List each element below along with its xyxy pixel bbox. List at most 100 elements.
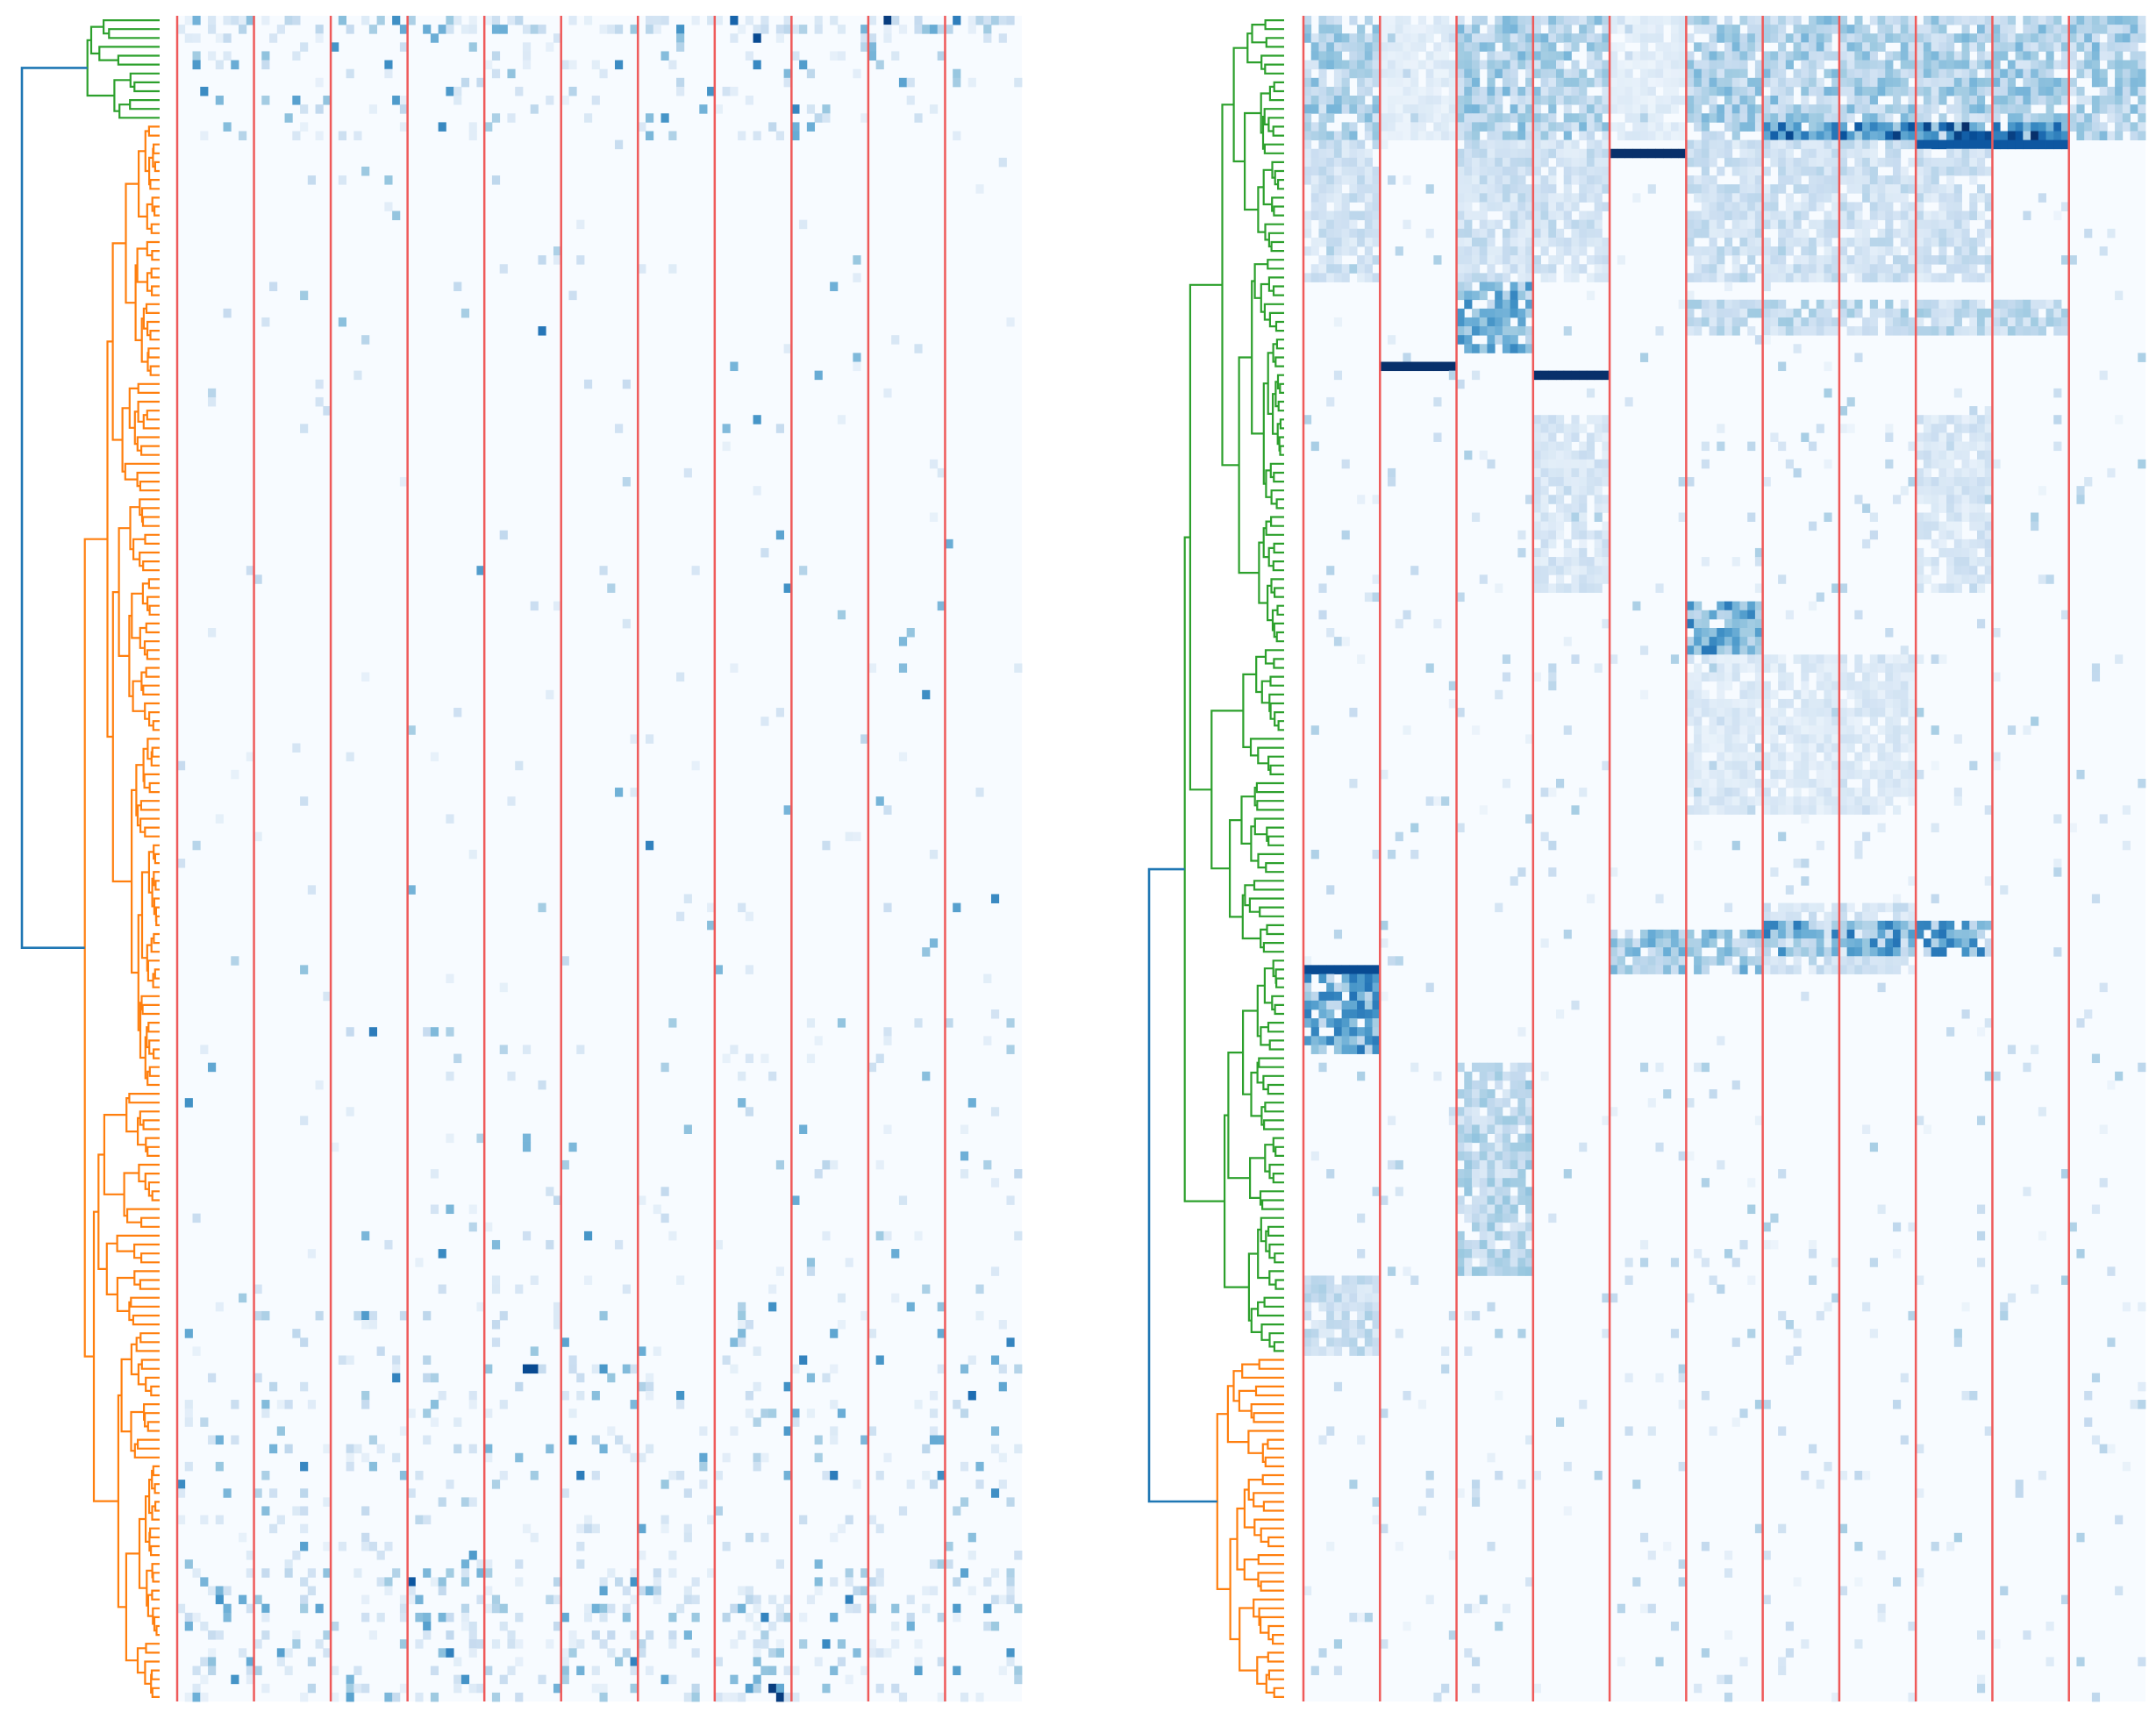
heatmap-cell: [1793, 273, 1802, 282]
heatmap-cell: [1831, 193, 1840, 203]
heatmap-cell: [1709, 219, 1717, 230]
heatmap-cell: [1333, 157, 1343, 168]
heatmap-cell: [1931, 175, 1939, 185]
heatmap-cell: [1831, 210, 1840, 221]
heatmap-cell: [1946, 521, 1955, 531]
heatmap-cell: [1953, 193, 1962, 203]
heatmap-cell: [1318, 77, 1327, 88]
heatmap-cell: [1846, 175, 1855, 185]
heatmap-cell: [1717, 689, 1725, 700]
heatmap-cell: [753, 131, 761, 141]
heatmap-cell: [338, 16, 346, 25]
dendrogram-link: [153, 871, 160, 887]
heatmap-cell: [292, 16, 301, 25]
heatmap-cell: [1556, 424, 1565, 433]
heatmap-cell: [430, 1169, 439, 1179]
heatmap-cell: [1862, 503, 1871, 513]
heatmap-cell: [1809, 734, 1817, 744]
heatmap-cell: [745, 1612, 753, 1623]
heatmap-cell: [1540, 60, 1549, 70]
heatmap-cell: [967, 77, 976, 88]
heatmap-cell: [1495, 68, 1503, 79]
heatmap-cell: [599, 1603, 608, 1614]
heatmap-cell: [1441, 25, 1450, 34]
heatmap-cell: [476, 1302, 485, 1312]
heatmap-cell: [1540, 583, 1549, 593]
heatmap-cell: [2068, 77, 2077, 88]
heatmap-background-left: [177, 16, 1022, 1701]
heatmap-cell: [1441, 42, 1450, 52]
heatmap-cell: [1992, 113, 2001, 123]
heatmap-cell: [460, 77, 470, 88]
heatmap-cell: [1318, 96, 1327, 105]
heatmap-cell: [560, 956, 569, 966]
heatmap-cell: [1801, 157, 1810, 168]
heatmap-cell: [1441, 33, 1450, 43]
heatmap-cell: [1846, 708, 1855, 717]
heatmap-cell: [1525, 68, 1534, 79]
heatmap-cell: [937, 1657, 946, 1666]
heatmap-cell: [1961, 547, 1970, 558]
heatmap-cell: [1456, 708, 1465, 717]
heatmap-cell: [1464, 157, 1473, 168]
heatmap-cell: [1969, 131, 1978, 141]
heatmap-cell: [1310, 175, 1319, 185]
heatmap-cell: [2053, 131, 2062, 141]
heatmap-cell: [553, 1577, 562, 1587]
heatmap-cell: [1425, 60, 1434, 70]
heatmap-cell: [998, 1320, 1007, 1330]
heatmap-cell: [1923, 459, 1932, 469]
heatmap-cell: [1862, 219, 1871, 230]
heatmap-cell: [1456, 282, 1465, 291]
heatmap-cell: [1686, 68, 1695, 79]
heatmap-cell: [399, 1470, 409, 1480]
heatmap-cell: [1809, 317, 1817, 327]
heatmap-cell: [1831, 264, 1840, 274]
heatmap-cell: [1686, 51, 1695, 61]
heatmap-cell: [891, 1293, 900, 1303]
heatmap-cell: [468, 1621, 477, 1631]
heatmap-cell: [1602, 104, 1610, 114]
heatmap-cell: [1495, 246, 1503, 256]
heatmap-cell: [1594, 42, 1603, 52]
heatmap-cell: [1333, 86, 1343, 96]
heatmap-cell: [867, 1577, 877, 1587]
heatmap-cell: [1487, 68, 1496, 79]
heatmap-cell: [775, 1559, 784, 1569]
heatmap-cell: [1456, 184, 1465, 194]
heatmap-cell: [1838, 77, 1848, 88]
heatmap-cell: [1694, 299, 1703, 310]
heatmap-cell: [1563, 432, 1572, 442]
heatmap-cell: [1770, 308, 1779, 318]
heatmap-cell: [1770, 51, 1779, 61]
heatmap-cell: [1341, 202, 1350, 211]
heatmap-cell: [1571, 557, 1580, 567]
heatmap-cell: [1464, 202, 1473, 211]
heatmap-cell: [615, 60, 624, 70]
heatmap-cell: [2122, 77, 2131, 88]
heatmap-cell: [783, 1594, 792, 1605]
heatmap-cell: [1938, 157, 1947, 168]
heatmap-cell: [691, 1683, 700, 1694]
heatmap-cell: [491, 1480, 501, 1489]
heatmap-cell: [775, 1683, 784, 1694]
heatmap-cell: [599, 68, 608, 79]
heatmap-cell: [1854, 326, 1863, 336]
heatmap-cell: [2099, 96, 2108, 105]
heatmap-cell: [1617, 86, 1625, 96]
heatmap-cell: [799, 1639, 808, 1649]
heatmap-cell: [2015, 60, 2024, 70]
heatmap-cell: [1425, 184, 1434, 194]
heatmap-cell: [1479, 184, 1488, 194]
heatmap-cell: [1318, 42, 1327, 52]
heatmap-cell: [269, 1523, 278, 1534]
heatmap-cell: [468, 131, 477, 141]
heatmap-cell: [1908, 663, 1917, 673]
heatmap-cell: [945, 25, 953, 34]
heatmap-cell: [1456, 255, 1465, 265]
heatmap-cell: [1831, 175, 1840, 185]
heatmap-cell: [1953, 96, 1962, 105]
heatmap-cell: [1701, 618, 1710, 629]
heatmap-cell: [1862, 60, 1871, 70]
heatmap-cell: [1349, 33, 1358, 43]
